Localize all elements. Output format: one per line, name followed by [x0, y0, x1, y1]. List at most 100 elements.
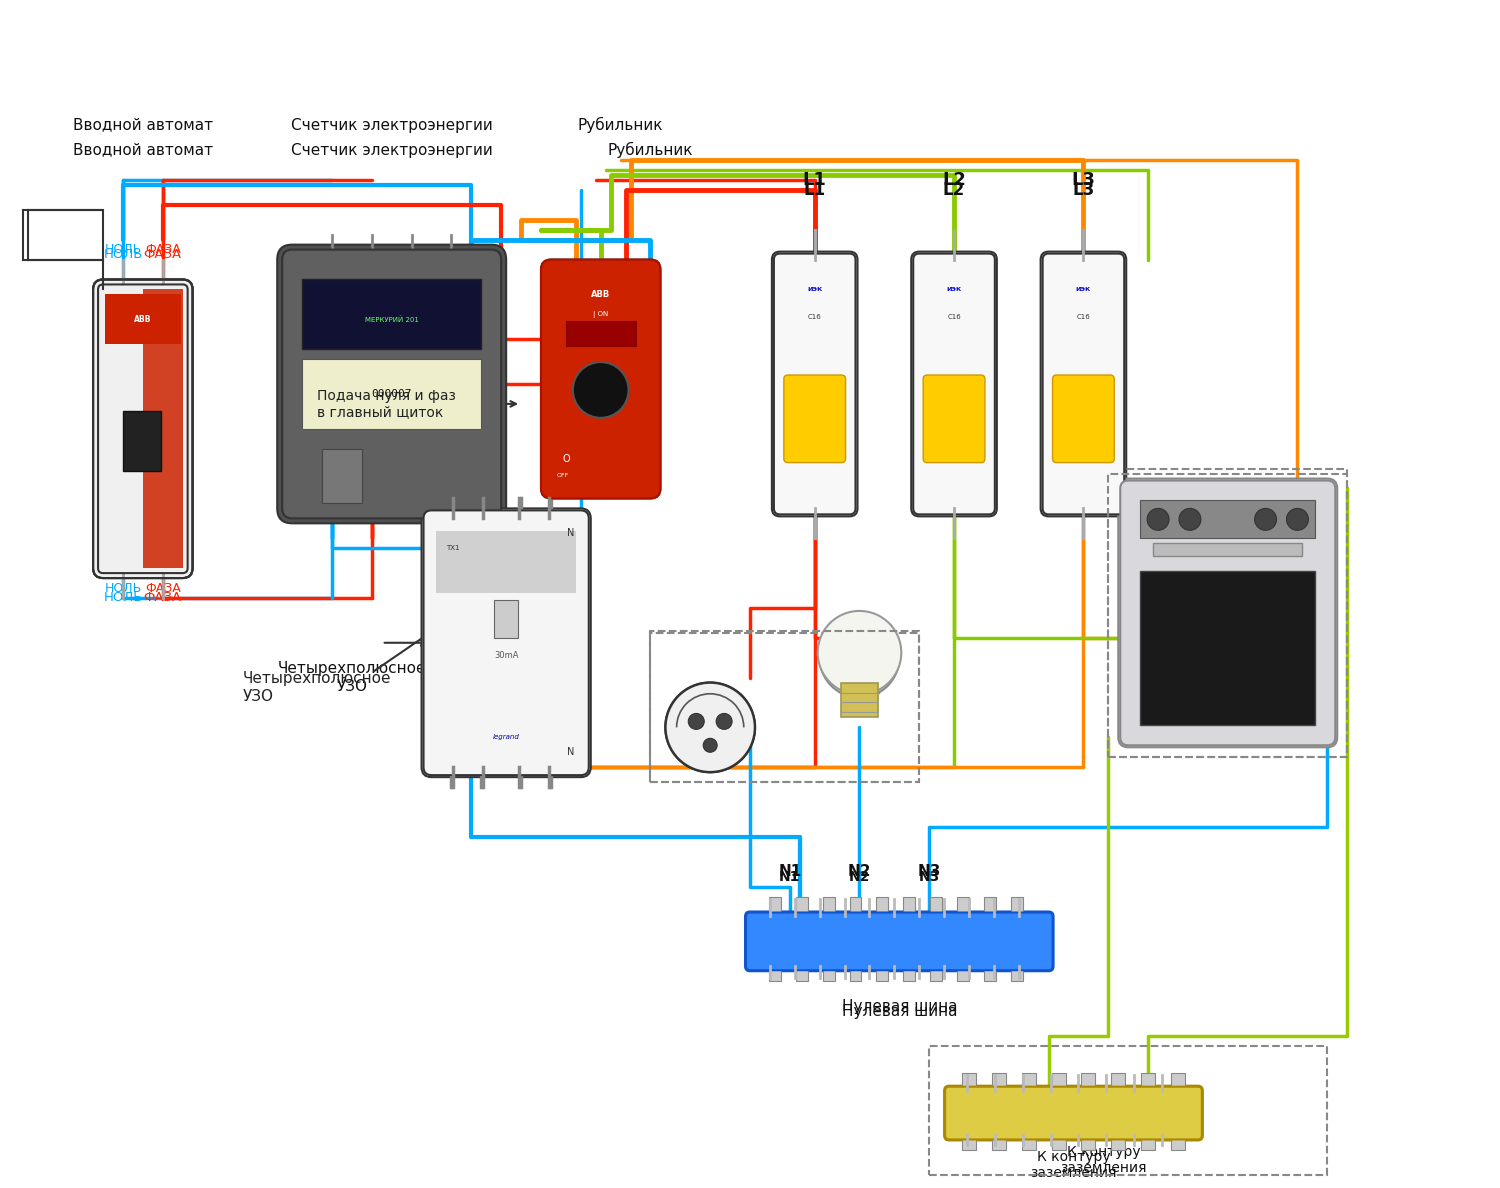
Circle shape [1254, 508, 1276, 530]
Bar [1022, 1132, 1035, 1150]
Bar [441, 513, 462, 529]
Text: L1: L1 [802, 171, 826, 189]
Text: Нулевая шина: Нулевая шина [842, 999, 957, 1013]
Text: НОЛЬ: НОЛЬ [104, 248, 142, 261]
Bar [512, 513, 531, 529]
FancyBboxPatch shape [772, 252, 858, 517]
Text: ИЭК: ИЭК [946, 287, 962, 292]
Text: Рубильник: Рубильник [608, 143, 693, 158]
Text: ИЭК: ИЭК [945, 286, 963, 292]
Bar [1140, 571, 1316, 726]
Bar [436, 531, 576, 593]
Bar [928, 1045, 1328, 1175]
Bar [1082, 1073, 1095, 1091]
Text: Счетчик электроэнергии: Счетчик электроэнергии [291, 143, 492, 158]
Bar [984, 961, 996, 981]
Bar [1011, 897, 1023, 916]
FancyBboxPatch shape [784, 367, 844, 451]
Circle shape [688, 714, 703, 729]
Text: | ON: | ON [592, 311, 609, 318]
Bar [930, 961, 942, 981]
Text: НОЛЬ: НОЛЬ [104, 592, 142, 605]
FancyBboxPatch shape [774, 253, 855, 514]
Bar [957, 961, 969, 981]
FancyBboxPatch shape [746, 911, 1053, 972]
Text: C16: C16 [1077, 316, 1090, 322]
Circle shape [716, 714, 732, 729]
Text: N2: N2 [849, 870, 870, 884]
Text: C16: C16 [946, 316, 962, 322]
Bar [651, 633, 920, 782]
Circle shape [1287, 506, 1308, 526]
Circle shape [704, 738, 717, 752]
Text: N3: N3 [918, 870, 940, 884]
Bar [903, 961, 915, 981]
Bar [984, 897, 996, 916]
Text: O: O [562, 454, 570, 463]
Text: | ON: | ON [592, 309, 609, 316]
Bar [876, 897, 888, 916]
FancyBboxPatch shape [423, 511, 590, 775]
Bar [142, 290, 183, 568]
Bar [962, 1132, 976, 1150]
Bar [494, 600, 517, 638]
Bar [441, 757, 462, 772]
Text: ФАЗА: ФАЗА [144, 592, 182, 605]
Bar [142, 290, 183, 568]
Bar [1140, 500, 1316, 538]
Bar [1142, 1132, 1155, 1150]
Bar [308, 349, 477, 409]
Text: ABB: ABB [134, 315, 152, 324]
Text: N: N [567, 529, 574, 538]
Bar [840, 683, 879, 718]
Circle shape [1148, 508, 1168, 530]
FancyBboxPatch shape [93, 279, 192, 579]
Bar [796, 897, 807, 916]
Bar [123, 411, 160, 470]
Text: ФАЗА: ФАЗА [146, 582, 180, 594]
Bar [1172, 1132, 1185, 1150]
FancyBboxPatch shape [922, 375, 986, 462]
Bar [471, 757, 490, 772]
Bar [992, 1132, 1006, 1150]
Text: К контуру
заземления: К контуру заземления [1060, 1145, 1146, 1175]
Text: OFF: OFF [560, 470, 573, 476]
Bar [105, 295, 180, 345]
FancyBboxPatch shape [1053, 367, 1113, 451]
FancyBboxPatch shape [914, 253, 995, 514]
Text: C16: C16 [808, 316, 822, 322]
Bar [1052, 1132, 1065, 1150]
Bar [796, 961, 807, 981]
FancyBboxPatch shape [278, 245, 506, 524]
Circle shape [717, 714, 734, 731]
Circle shape [1179, 508, 1202, 530]
Bar [1138, 565, 1317, 727]
Text: 30mA: 30mA [494, 663, 519, 672]
Bar [849, 897, 861, 916]
Circle shape [666, 683, 754, 772]
Text: МЕРКУРИЙ 201: МЕРКУРИЙ 201 [364, 316, 419, 323]
Circle shape [818, 611, 902, 695]
Text: L3: L3 [1072, 181, 1095, 198]
Text: 000007: 000007 [374, 374, 410, 384]
Bar [651, 631, 920, 782]
FancyBboxPatch shape [945, 1087, 1202, 1139]
Text: ABB: ABB [591, 290, 610, 299]
Bar [1112, 1073, 1125, 1091]
Bar [494, 595, 519, 631]
Bar [992, 1073, 1006, 1091]
FancyBboxPatch shape [944, 1086, 1203, 1140]
Circle shape [576, 354, 626, 404]
FancyBboxPatch shape [1053, 375, 1114, 462]
FancyBboxPatch shape [422, 508, 591, 777]
Text: Вводной автомат: Вводной автомат [74, 143, 213, 158]
Bar [876, 961, 888, 981]
Circle shape [704, 740, 717, 754]
Text: O: O [562, 449, 570, 459]
Text: Нулевая шина: Нулевая шина [842, 1004, 957, 1018]
Text: Четырехполюсное
УЗО: Четырехполюсное УЗО [278, 662, 426, 694]
Bar [1138, 499, 1317, 533]
Circle shape [573, 362, 628, 418]
Text: ИЭК: ИЭК [1076, 286, 1092, 292]
FancyBboxPatch shape [1120, 480, 1335, 745]
